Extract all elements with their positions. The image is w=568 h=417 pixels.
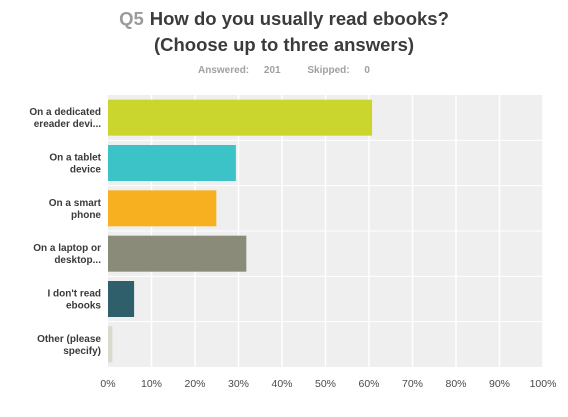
category-label: On a smart bbox=[49, 198, 102, 209]
x-tick-label: 90% bbox=[489, 378, 510, 390]
skipped-label: Skipped: bbox=[307, 65, 350, 76]
skipped-value: 0 bbox=[364, 65, 370, 76]
bar bbox=[108, 99, 373, 136]
category-label: On a tablet bbox=[49, 153, 101, 164]
x-tick-label: 20% bbox=[184, 378, 205, 390]
bar bbox=[108, 190, 217, 227]
question-text-line2: (Choose up to three answers) bbox=[153, 34, 415, 55]
bar bbox=[108, 145, 236, 181]
x-tick-label: 60% bbox=[358, 378, 379, 390]
category-label: device bbox=[70, 165, 102, 176]
bar bbox=[108, 235, 247, 272]
x-tick-label: 30% bbox=[228, 378, 249, 390]
response-stats: Answered: 201 Skipped: 0 bbox=[0, 65, 568, 76]
category-label: On a dedicated bbox=[29, 107, 101, 118]
category-label: On a laptop or bbox=[33, 243, 101, 254]
x-tick-label: 70% bbox=[402, 378, 423, 390]
answered-label: Answered: bbox=[198, 65, 250, 76]
category-label: specify) bbox=[63, 346, 101, 357]
answered-value: 201 bbox=[263, 65, 281, 76]
category-label: phone bbox=[71, 210, 101, 221]
category-label: I don't read bbox=[48, 289, 102, 300]
category-label: ebooks bbox=[66, 301, 101, 312]
category-label: desktop... bbox=[54, 255, 101, 266]
x-tick-label: 100% bbox=[530, 378, 557, 390]
bar bbox=[108, 326, 113, 363]
question-text-line1: How do you usually read ebooks? bbox=[149, 8, 449, 29]
x-tick-label: 40% bbox=[271, 378, 292, 390]
bar bbox=[108, 281, 135, 317]
question-number: Q5 bbox=[119, 8, 144, 29]
x-tick-label: 80% bbox=[445, 378, 466, 390]
category-label: Other (please bbox=[37, 334, 101, 345]
x-tick-label: 50% bbox=[315, 378, 336, 390]
question-title: Q5 How do you usually read ebooks? (Choos… bbox=[0, 6, 568, 58]
x-tick-label: 0% bbox=[100, 378, 115, 390]
category-label: ereader devi... bbox=[34, 119, 101, 130]
x-tick-label: 10% bbox=[141, 378, 162, 390]
